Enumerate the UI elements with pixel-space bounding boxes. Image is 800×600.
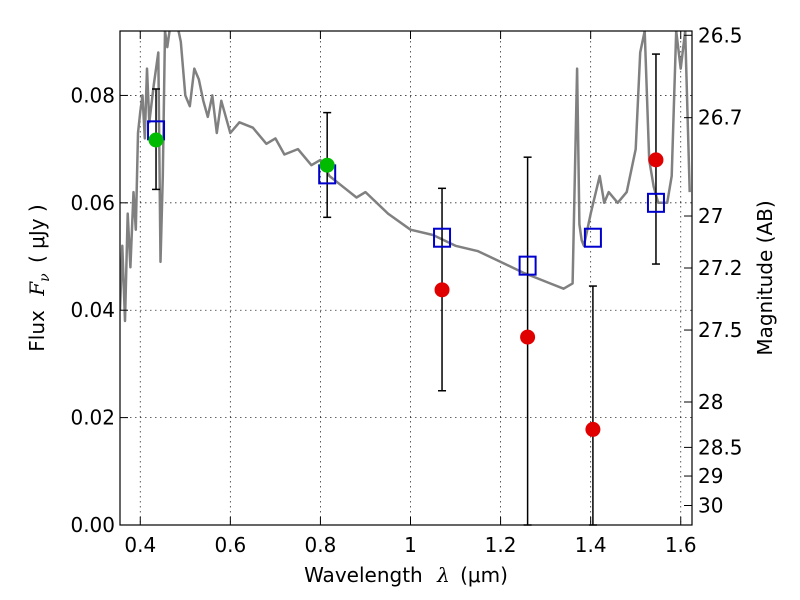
y2-tick-label: 28 xyxy=(698,390,723,414)
model-spectrum xyxy=(120,31,691,323)
model-spectrum-line xyxy=(120,31,691,323)
x-tick-label: 0.6 xyxy=(214,533,246,557)
marker-layer xyxy=(147,120,665,437)
model-flux-square xyxy=(433,227,452,248)
x-axis-title: Wavelength λ (μm) xyxy=(304,563,508,587)
y-axis-title: Flux Fν ( μJy ) xyxy=(25,204,54,351)
model-flux-square xyxy=(583,227,602,248)
y-tick-label: 0.00 xyxy=(70,513,115,537)
y2-tick-label: 27 xyxy=(698,204,723,228)
y-tick-label: 0.04 xyxy=(70,298,115,322)
y2-tick-labels: 26.5 26.7 27 27.2 27.5 28 28.5 29 30 xyxy=(698,23,743,517)
x-tick-label: 1.6 xyxy=(665,533,697,557)
model-flux-square xyxy=(518,255,537,276)
x-tick-label: 0.4 xyxy=(124,533,156,557)
observed-flux-point xyxy=(585,421,601,437)
y2-tick-label: 29 xyxy=(698,464,723,488)
y-tick-label: 0.08 xyxy=(70,83,115,107)
y2-tick-label: 26.7 xyxy=(698,106,743,130)
plot-frame xyxy=(119,30,693,526)
observed-flux-point xyxy=(520,329,536,345)
x-tick-label: 1.2 xyxy=(485,533,517,557)
y2-tick-label: 27.5 xyxy=(698,318,743,342)
detected-flux-point xyxy=(148,132,164,148)
detected-flux-point xyxy=(319,157,335,173)
model-flux-square xyxy=(646,192,665,213)
y-tick-label: 0.02 xyxy=(70,406,115,430)
y2-tick-label: 26.5 xyxy=(698,23,743,47)
y2-tick-label: 28.5 xyxy=(698,435,743,459)
y2-tick-label: 27.2 xyxy=(698,256,743,280)
x-tick-label: 0.8 xyxy=(305,533,337,557)
y2-axis-title: Magnitude (AB) xyxy=(753,200,777,355)
y2-tick-label: 30 xyxy=(698,494,723,518)
observed-flux-point xyxy=(434,282,450,298)
y-tick-labels: 0.00 0.02 0.04 0.06 0.08 xyxy=(70,83,115,537)
axis-ticks xyxy=(120,31,692,526)
x-tick-label: 1 xyxy=(404,533,417,557)
x-tick-label: 1.4 xyxy=(575,533,607,557)
observed-flux-point xyxy=(648,152,664,168)
x-tick-labels: 0.4 0.6 0.8 1 1.2 1.4 1.6 xyxy=(124,533,696,557)
grid xyxy=(120,31,692,526)
y-tick-label: 0.06 xyxy=(70,191,115,215)
